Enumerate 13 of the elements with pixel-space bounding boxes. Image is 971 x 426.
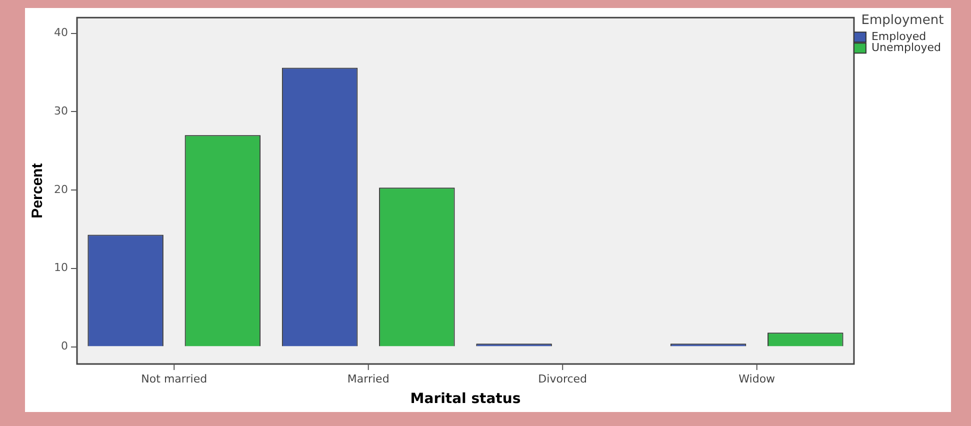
- y-tick-label: 20: [54, 182, 68, 196]
- y-tick-label: 0: [60, 340, 68, 353]
- x-tick-label: Married: [347, 372, 390, 386]
- x-axis-title: Marital status: [410, 391, 521, 408]
- x-tick-label: Not married: [141, 372, 208, 386]
- y-tick-label: 30: [54, 104, 68, 118]
- legend-label: Employed: [871, 30, 926, 43]
- legend-title: Employment: [861, 12, 944, 28]
- y-tick-label: 10: [54, 261, 68, 274]
- x-tick-label: Divorced: [538, 372, 588, 386]
- x-tick-label: Widow: [738, 372, 776, 386]
- y-tick-label: 40: [54, 26, 68, 40]
- y-axis-title: Percent: [29, 163, 46, 218]
